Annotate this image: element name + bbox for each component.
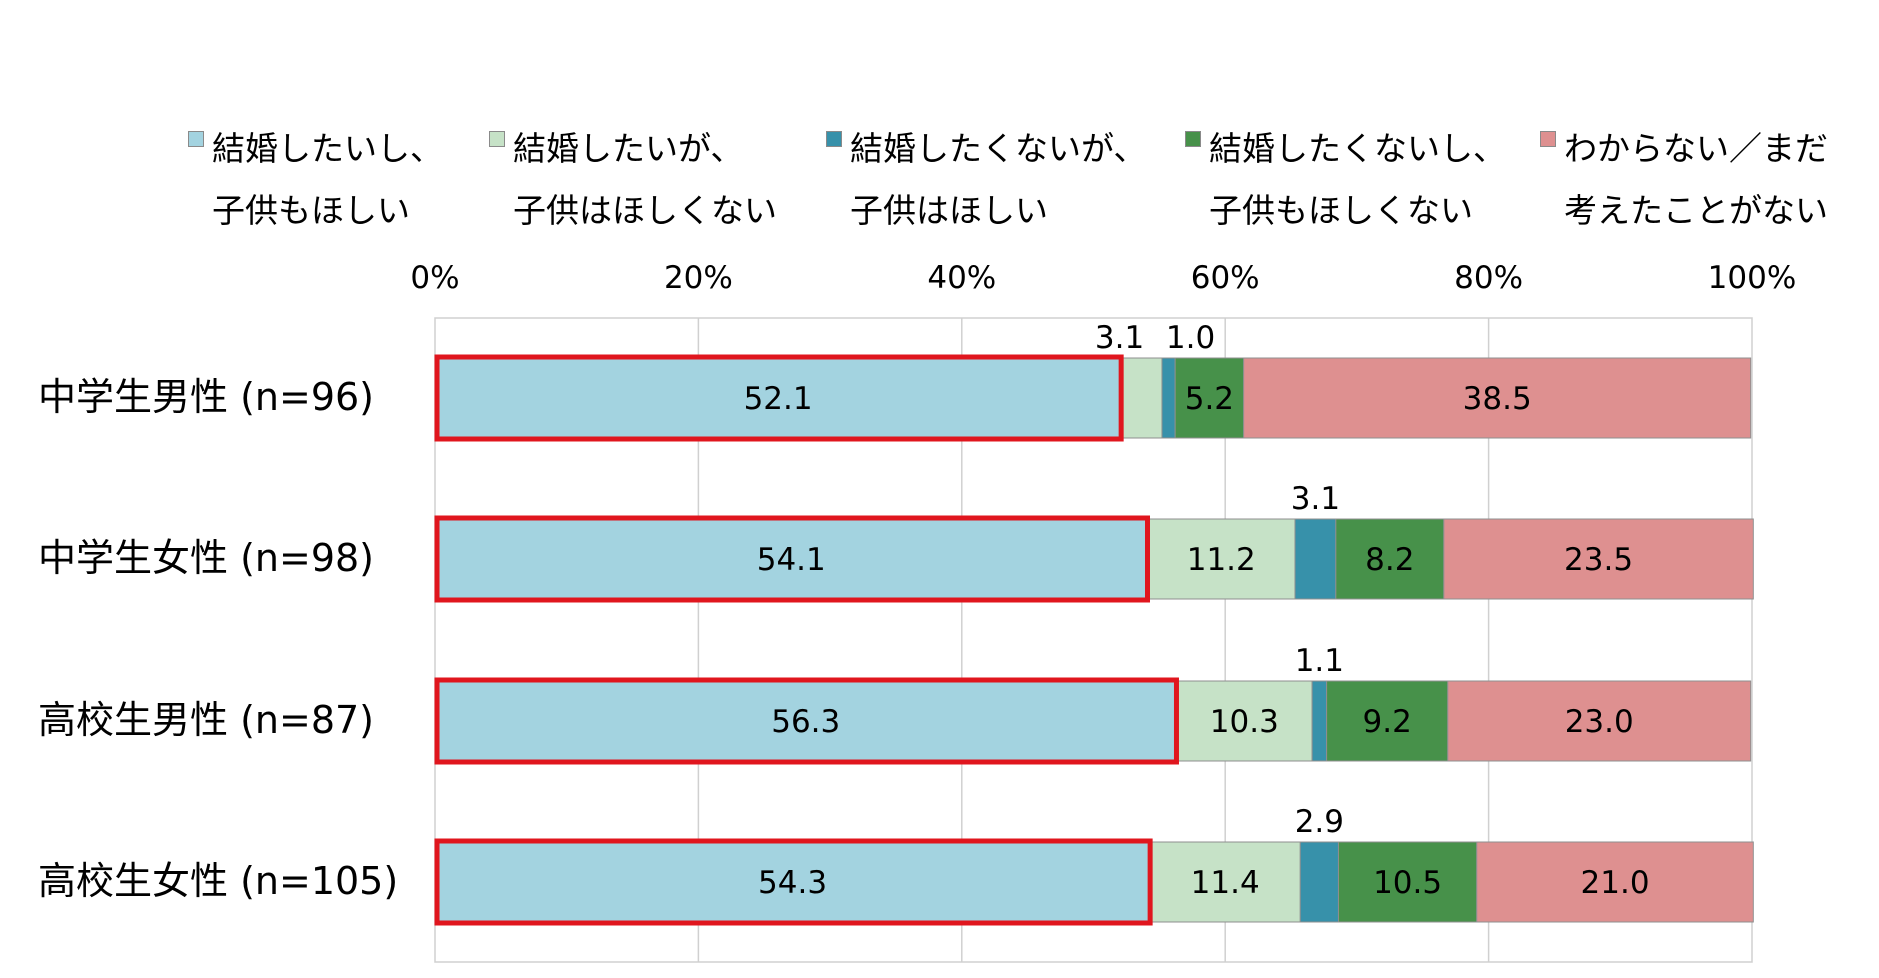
bar-segment — [1294, 518, 1337, 600]
bar-segment — [1175, 680, 1313, 762]
x-tick-label: 40% — [927, 260, 996, 296]
category-label: 中学生女性 (n=98) — [38, 536, 374, 580]
data-label: 21.0 — [1581, 865, 1650, 901]
data-label: 54.3 — [758, 865, 827, 901]
bar-segment — [1161, 357, 1176, 439]
data-label: 8.2 — [1365, 542, 1414, 578]
data-label: 1.1 — [1295, 643, 1344, 679]
bar-segment — [1174, 357, 1245, 439]
bar-segment — [1120, 357, 1163, 439]
bar-segment — [1326, 680, 1449, 762]
data-label: 2.9 — [1295, 804, 1344, 840]
data-label: 52.1 — [744, 381, 813, 417]
data-label: 5.2 — [1185, 381, 1234, 417]
bar-segment — [1443, 518, 1754, 600]
bar-segment — [1447, 680, 1752, 762]
data-label: 23.5 — [1564, 542, 1633, 578]
data-label: 11.4 — [1191, 865, 1260, 901]
highlight-box — [434, 515, 1150, 603]
legend-label: 結婚したくないが、 — [850, 129, 1147, 168]
data-label: 23.0 — [1565, 704, 1634, 740]
bar-segment — [1311, 680, 1328, 762]
legend-swatch — [489, 131, 505, 147]
legend-swatch — [1540, 131, 1556, 147]
bar-segment — [1337, 841, 1478, 923]
bar-segment — [1146, 518, 1296, 600]
data-label: 9.2 — [1363, 704, 1412, 740]
x-tick-label: 80% — [1454, 260, 1523, 296]
legend-label: 結婚したいし、 — [212, 129, 443, 168]
legend-swatch — [826, 131, 842, 147]
data-label: 3.1 — [1095, 320, 1144, 356]
bar-segment — [1299, 841, 1339, 923]
highlight-box — [434, 677, 1179, 765]
category-label: 高校生女性 (n=105) — [38, 859, 398, 903]
legend-label: 子供もほしい — [212, 191, 410, 230]
x-tick-label: 60% — [1191, 260, 1260, 296]
x-tick-label: 0% — [410, 260, 459, 296]
category-label: 高校生男性 (n=87) — [38, 698, 374, 742]
plot-area — [434, 317, 1753, 963]
bar-segment — [434, 357, 1122, 439]
data-label: 10.5 — [1373, 865, 1442, 901]
legend-label: 子供はほしくない — [513, 191, 777, 230]
legend-label: 結婚したくないし、 — [1209, 129, 1506, 168]
highlight-box — [434, 838, 1153, 926]
legend-swatch — [188, 131, 204, 147]
data-label: 1.0 — [1166, 320, 1215, 356]
x-tick-label: 100% — [1708, 260, 1797, 296]
data-label: 38.5 — [1463, 381, 1532, 417]
legend-label: 考えたことがない — [1564, 191, 1828, 230]
bar-segment — [1243, 357, 1752, 439]
legend-label: 子供もほしくない — [1209, 191, 1473, 230]
data-label: 56.3 — [771, 704, 840, 740]
category-label: 中学生男性 (n=96) — [38, 375, 374, 419]
highlight-box — [434, 354, 1124, 442]
data-label: 11.2 — [1187, 542, 1256, 578]
x-tick-label: 20% — [664, 260, 733, 296]
bar-segment — [434, 841, 1151, 923]
data-label: 3.1 — [1291, 481, 1340, 517]
legend-label: わからない／まだ — [1564, 129, 1828, 168]
legend-label: 結婚したいが、 — [513, 129, 744, 168]
legend-label: 子供はほしい — [850, 191, 1048, 230]
legend-swatch — [1185, 131, 1201, 147]
data-label: 10.3 — [1210, 704, 1279, 740]
data-label: 54.1 — [757, 542, 826, 578]
bar-segment — [1476, 841, 1754, 923]
